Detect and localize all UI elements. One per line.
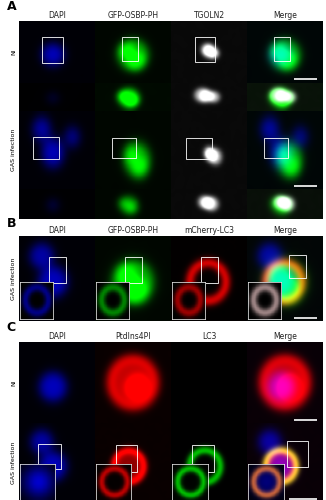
Bar [122, 38, 138, 61]
Text: NI: NI [11, 48, 16, 55]
Text: GAS infection: GAS infection [11, 442, 16, 484]
Text: PtdIns4PI: PtdIns4PI [115, 332, 151, 341]
Bar [289, 254, 306, 278]
Text: DAPI: DAPI [48, 11, 66, 20]
Text: TGOLN2: TGOLN2 [194, 11, 225, 20]
Text: LC3: LC3 [202, 332, 216, 341]
Text: Merge: Merge [273, 226, 297, 235]
Bar [201, 257, 218, 282]
Bar [287, 441, 308, 466]
Bar [42, 36, 63, 62]
Text: Merge: Merge [273, 332, 297, 341]
Bar [186, 138, 212, 159]
Bar [116, 445, 138, 472]
Text: DAPI: DAPI [48, 226, 66, 235]
Text: B: B [7, 218, 16, 230]
Text: GAS infection: GAS infection [11, 128, 16, 171]
Text: NI: NI [11, 380, 16, 386]
Text: Merge: Merge [273, 11, 297, 20]
Bar [195, 38, 215, 62]
Bar [38, 444, 61, 469]
Text: GFP-OSBP-PH: GFP-OSBP-PH [107, 226, 158, 235]
Text: mCherry-LC3: mCherry-LC3 [184, 226, 234, 235]
Bar [125, 257, 142, 282]
Text: DAPI: DAPI [48, 332, 66, 341]
Bar [264, 138, 288, 158]
Bar [274, 38, 290, 61]
Bar [112, 138, 136, 158]
Bar [33, 138, 59, 159]
Bar [192, 445, 214, 472]
Text: C: C [7, 320, 16, 334]
Text: A: A [7, 0, 16, 12]
Text: GFP-OSBP-PH: GFP-OSBP-PH [107, 11, 158, 20]
Text: GAS infection: GAS infection [11, 257, 16, 300]
Bar [49, 257, 66, 282]
